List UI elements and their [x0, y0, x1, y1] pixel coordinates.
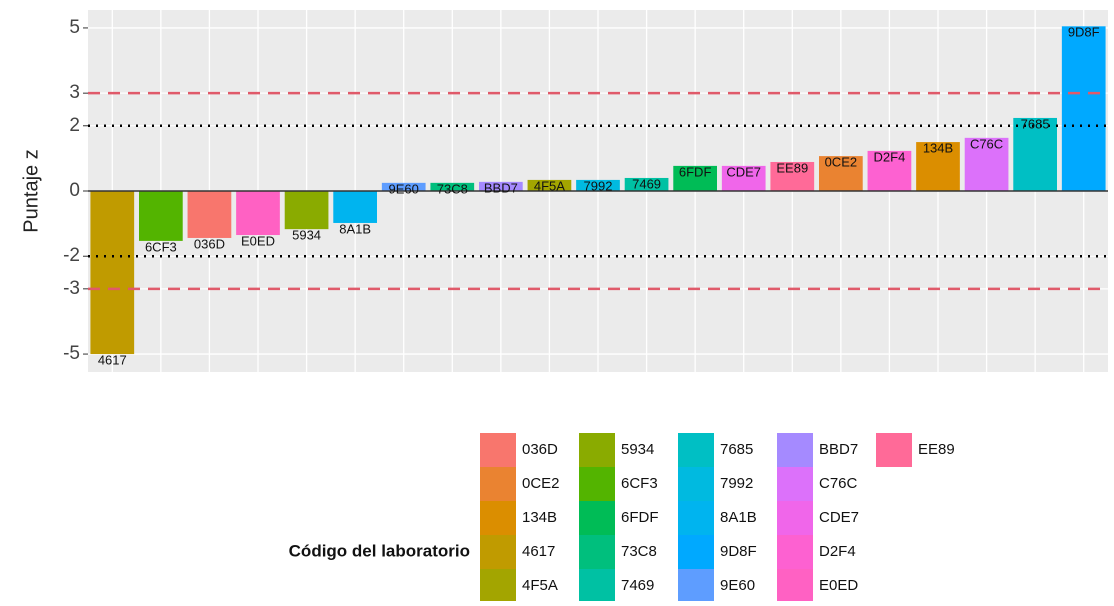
- legend-title: Código del laboratorio: [289, 541, 470, 560]
- legend-key: [777, 467, 813, 501]
- legend-label: BBD7: [819, 441, 858, 458]
- legend-label: 5934: [621, 441, 654, 458]
- bar-label: 8A1B: [339, 221, 371, 236]
- bar: [527, 179, 572, 191]
- bar: [867, 150, 912, 191]
- bar-label: 7992: [584, 178, 613, 193]
- y-tick-label: 3: [69, 82, 80, 103]
- bar: [819, 156, 863, 191]
- legend-key: [480, 569, 516, 603]
- legend-label: 7469: [621, 577, 654, 594]
- legend-label: E0ED: [819, 577, 858, 594]
- bar: [236, 191, 280, 236]
- legend-key: [480, 467, 516, 501]
- bar-label: 0CE2: [825, 155, 858, 170]
- bar-label: D2F4: [874, 149, 906, 164]
- y-tick-label: -3: [63, 278, 80, 299]
- bar: [187, 191, 232, 238]
- bar-label: 4F5A: [534, 178, 565, 193]
- bar-label: C76C: [970, 136, 1003, 151]
- bar: [284, 191, 329, 230]
- legend-key: [876, 433, 912, 467]
- bar: [139, 191, 183, 241]
- legend-key: [579, 467, 615, 501]
- bar-label: 5934: [292, 228, 321, 243]
- legend-label: 7992: [720, 475, 753, 492]
- legend-label: 4F5A: [522, 577, 558, 594]
- bar-label: 4617: [98, 353, 127, 368]
- y-tick-label: -2: [63, 245, 80, 266]
- bar: [673, 165, 717, 191]
- bar-label: 134B: [923, 141, 953, 156]
- bar-label: EE89: [776, 160, 808, 175]
- y-tick-label: 2: [69, 115, 80, 136]
- bar: [721, 165, 766, 191]
- bar-label: 73C8: [437, 181, 468, 196]
- y-tick-label: 5: [69, 17, 80, 38]
- legend-key: [579, 535, 615, 569]
- legend-label: 73C8: [621, 543, 657, 560]
- bar-label: 036D: [194, 236, 225, 251]
- bar-label: E0ED: [241, 233, 275, 248]
- y-tick-label: 0: [69, 180, 80, 201]
- legend-key: [579, 569, 615, 603]
- bar-label: BBD7: [484, 180, 518, 195]
- bar: [430, 182, 475, 191]
- legend-label: D2F4: [819, 543, 856, 560]
- bar-label: 6CF3: [145, 239, 177, 254]
- legend-label: 9E60: [720, 577, 755, 594]
- legend-key: [678, 433, 714, 467]
- bar: [1013, 117, 1057, 191]
- legend-key: [579, 501, 615, 535]
- bar: [624, 177, 669, 191]
- bar: [916, 142, 960, 191]
- legend-key: [777, 535, 813, 569]
- legend-key: [678, 535, 714, 569]
- bar: [90, 191, 135, 355]
- bar-label: 6FDF: [679, 164, 712, 179]
- bar: [333, 191, 377, 223]
- legend-label: CDE7: [819, 509, 859, 526]
- legend-label: 4617: [522, 543, 555, 560]
- legend-label: 8A1B: [720, 509, 757, 526]
- legend-label: C76C: [819, 475, 858, 492]
- legend-label: 036D: [522, 441, 558, 458]
- legend-label: 0CE2: [522, 475, 560, 492]
- legend-label: 134B: [522, 509, 557, 526]
- legend-key: [777, 569, 813, 603]
- bar: [770, 161, 815, 191]
- legend-key: [678, 569, 714, 603]
- bar: [1061, 26, 1106, 192]
- legend-key: [678, 501, 714, 535]
- bar-label: 9D8F: [1068, 25, 1100, 40]
- legend-label: 6FDF: [621, 509, 659, 526]
- legend-label: 6CF3: [621, 475, 658, 492]
- legend-key: [480, 433, 516, 467]
- legend-key: [480, 501, 516, 535]
- legend-label: 7685: [720, 441, 753, 458]
- legend-key: [777, 433, 813, 467]
- legend-label: EE89: [918, 441, 955, 458]
- bar: [479, 181, 523, 191]
- legend-key: [678, 467, 714, 501]
- bar: [381, 182, 426, 191]
- bar: [576, 179, 620, 191]
- legend-key: [480, 535, 516, 569]
- bar-label: 9E60: [389, 181, 419, 196]
- legend-key: [777, 501, 813, 535]
- bar-label: 7685: [1021, 116, 1050, 131]
- bar-label: 7469: [632, 176, 661, 191]
- legend-key: [579, 433, 615, 467]
- y-axis-label: Puntaje z: [20, 149, 42, 232]
- legend-label: 9D8F: [720, 543, 757, 560]
- y-tick-label: -5: [63, 343, 80, 364]
- bar: [964, 137, 1009, 191]
- bar-label: CDE7: [726, 164, 761, 179]
